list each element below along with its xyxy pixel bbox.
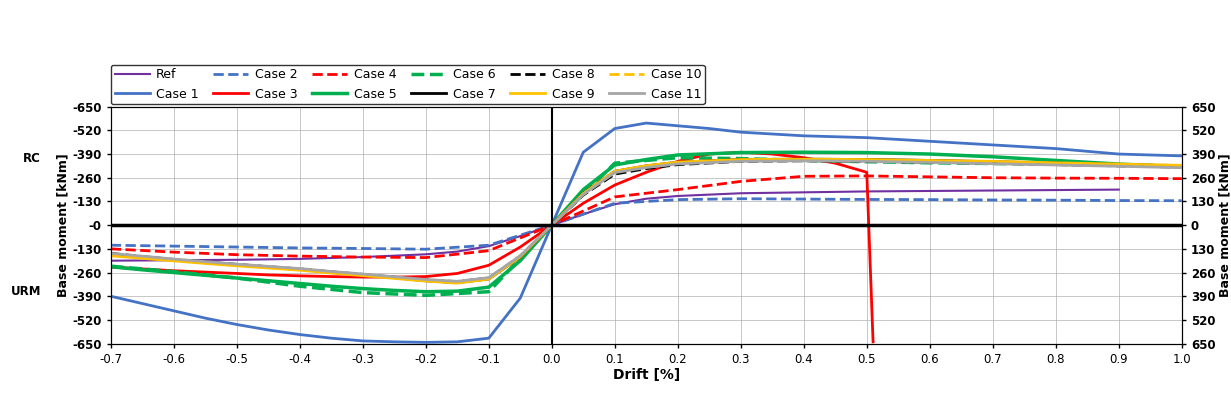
X-axis label: Drift [%]: Drift [%] [613,369,680,382]
Y-axis label: Base moment [kNm]: Base moment [kNm] [1219,153,1231,297]
Text: RC: RC [23,152,41,165]
Legend: Ref, Case 1, Case 2, Case 3, Case 4, Case 5, Case 6, Case 7, Case 8, Case 9, Cas: Ref, Case 1, Case 2, Case 3, Case 4, Cas… [111,64,705,104]
Y-axis label: Base moment [kNm]: Base moment [kNm] [57,153,69,297]
Text: URM: URM [11,285,41,298]
